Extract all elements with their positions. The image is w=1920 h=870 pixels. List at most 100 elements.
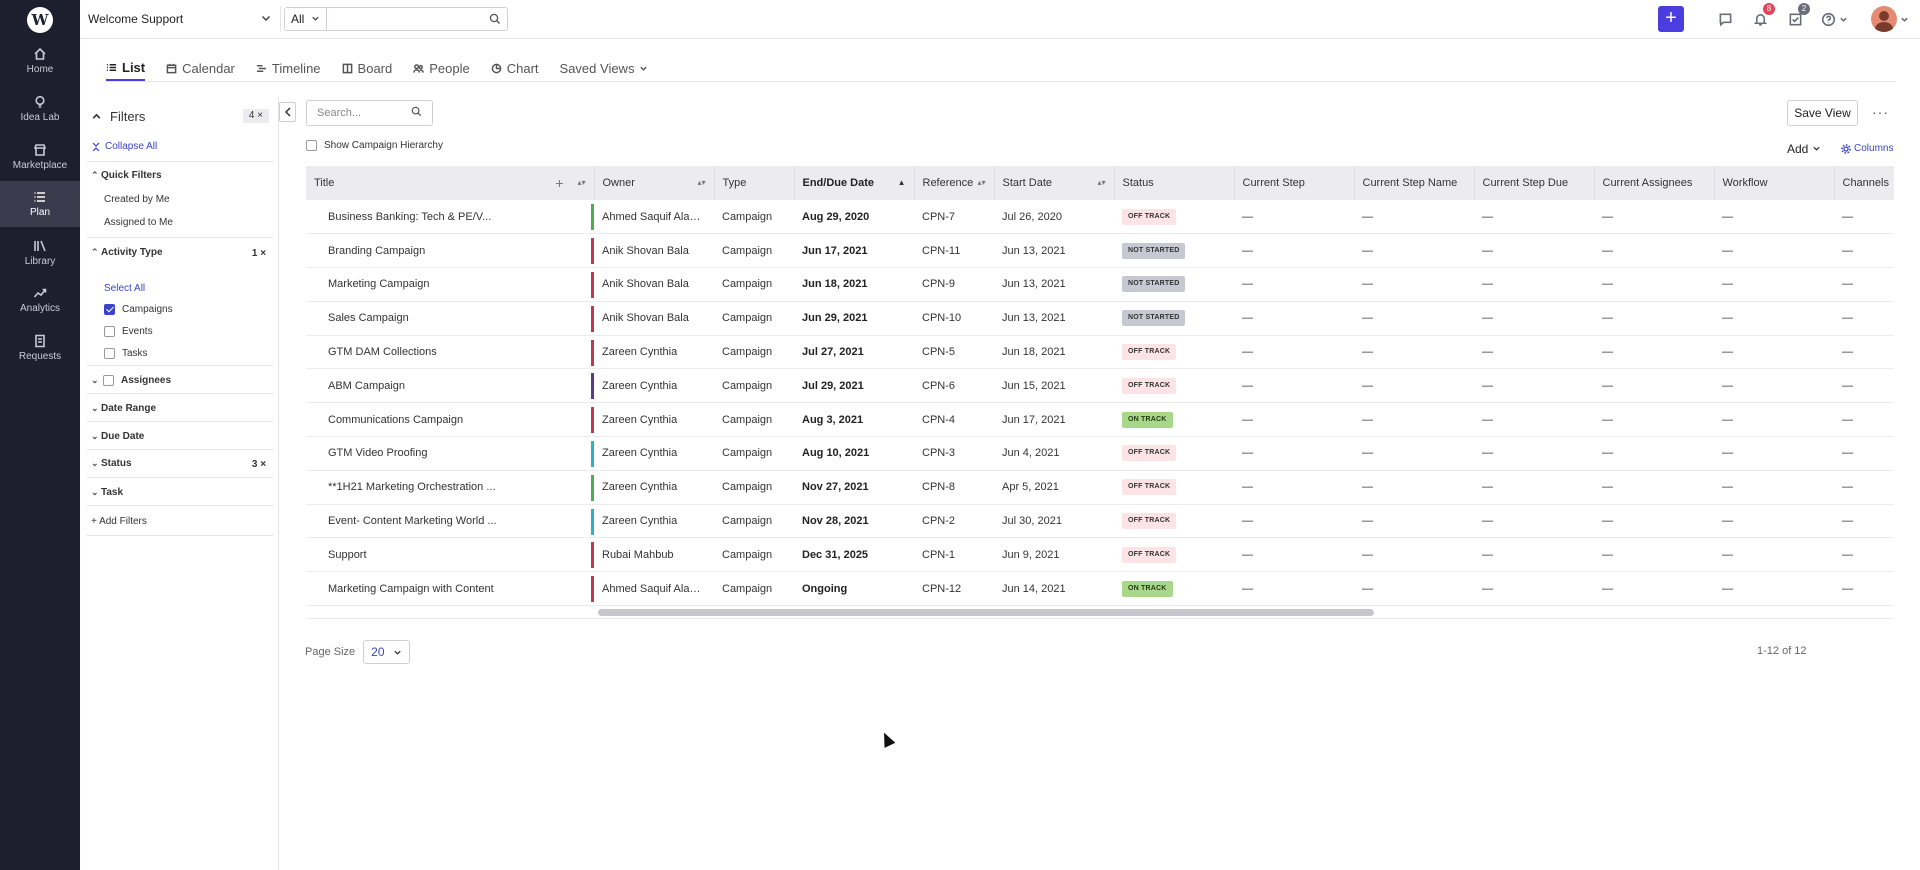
column-header-type[interactable]: Type (714, 166, 795, 200)
quick-filter-assigned-to-me[interactable]: Assigned to Me (104, 217, 173, 228)
row-title[interactable]: GTM DAM Collections (306, 335, 594, 370)
tasks-checkbox[interactable] (104, 348, 115, 359)
nav-item-library[interactable]: Library (0, 230, 80, 276)
table-row[interactable]: Event- Content Marketing World ... Zareen… (306, 504, 1894, 539)
row-title[interactable]: Sales Campaign (306, 301, 594, 336)
tab-chart[interactable]: Chart (491, 55, 539, 81)
column-header-reference[interactable]: Reference ▴▾ (914, 166, 995, 200)
tab-board[interactable]: Board (342, 55, 392, 81)
global-search-input[interactable] (327, 7, 508, 31)
status-badge[interactable]: OFF TRACK (1122, 208, 1177, 225)
row-title[interactable]: Communications Campaign (306, 402, 594, 438)
status-section[interactable]: ⌄ Status 3 × (91, 458, 269, 470)
help-menu[interactable] (1821, 10, 1853, 28)
column-header-due-date[interactable]: End/Due Date ▲ (794, 166, 915, 200)
status-count[interactable]: 3 × (251, 459, 267, 470)
notifications-bell-icon[interactable]: 8 (1751, 3, 1775, 28)
row-title[interactable]: Event- Content Marketing World ... (306, 504, 594, 539)
assignees-checkbox[interactable] (103, 375, 114, 386)
nav-item-plan[interactable]: Plan (0, 181, 80, 227)
column-header-current-assignees[interactable]: Current Assignees (1594, 166, 1715, 200)
campaigns-checkbox[interactable] (104, 304, 115, 315)
activity-type-section[interactable]: ⌃ Activity Type 1 × (91, 247, 269, 259)
nav-item-home[interactable]: Home (0, 38, 80, 84)
table-row[interactable]: Business Banking: Tech & PE/V... Ahmed Sa… (306, 200, 1894, 235)
sort-ascending-icon[interactable]: ▲ (897, 178, 906, 187)
horizontal-scrollbar[interactable] (598, 609, 1374, 616)
status-badge[interactable]: OFF TRACK (1122, 546, 1177, 563)
nav-item-idea-lab[interactable]: Idea Lab (0, 86, 80, 132)
plus-icon[interactable]: + (555, 175, 564, 191)
column-header-start-date[interactable]: Start Date ▴▾ (994, 166, 1115, 200)
column-header-status[interactable]: Status (1114, 166, 1235, 200)
tab-people[interactable]: People (413, 55, 470, 81)
column-header-title[interactable]: Title + ▴▾ (306, 166, 595, 200)
show-hierarchy-toggle[interactable]: Show Campaign Hierarchy (306, 140, 443, 151)
activity-type-count[interactable]: 1 × (251, 248, 267, 259)
quick-filter-created-by-me[interactable]: Created by Me (104, 194, 170, 205)
quick-filters-section[interactable]: ⌃ Quick Filters (91, 170, 269, 181)
grid-search-input[interactable]: Search... (306, 100, 433, 126)
save-view-button[interactable]: Save View (1787, 100, 1858, 126)
add-dropdown-button[interactable]: Add (1787, 142, 1821, 156)
activity-option-events[interactable]: Events (104, 326, 282, 337)
nav-item-analytics[interactable]: Analytics (0, 277, 80, 323)
table-row[interactable]: ABM Campaign Zareen Cynthia Campaign Jul 29… (306, 368, 1894, 404)
activity-option-tasks[interactable]: Tasks (104, 348, 282, 359)
table-row[interactable]: **1H21 Marketing Orchestration ... Zareen… (306, 470, 1894, 505)
tab-saved-views[interactable]: Saved Views (560, 55, 649, 81)
row-title[interactable]: Support (306, 537, 594, 573)
column-header-channels[interactable]: Channels (1834, 166, 1894, 200)
column-header-current-step-due[interactable]: Current Step Due (1474, 166, 1595, 200)
table-row[interactable]: Sales Campaign Anik Shovan Bala Campaign Ju… (306, 301, 1894, 336)
task-section[interactable]: ⌄ Task (91, 487, 269, 498)
status-badge[interactable]: OFF TRACK (1122, 377, 1177, 394)
date-range-section[interactable]: ⌄ Date Range (91, 403, 269, 414)
filters-header[interactable]: Filters 4 × (91, 109, 269, 124)
status-badge[interactable]: NOT STARTED (1122, 310, 1186, 327)
sort-icon[interactable]: ▴▾ (977, 178, 986, 187)
activity-option-campaigns[interactable]: Campaigns (104, 304, 282, 315)
tab-timeline[interactable]: Timeline (256, 55, 321, 81)
sort-icon[interactable]: ▴▾ (697, 178, 706, 187)
due-date-section[interactable]: ⌄ Due Date (91, 431, 269, 442)
search-scope-select[interactable]: All (284, 7, 327, 31)
table-row[interactable]: GTM DAM Collections Zareen Cynthia Campaig… (306, 335, 1894, 370)
tasks-checklist-icon[interactable]: 2 (1786, 3, 1810, 28)
add-filters-link[interactable]: + Add Filters (91, 516, 147, 527)
column-header-owner[interactable]: Owner ▴▾ (594, 166, 715, 200)
user-avatar[interactable] (1871, 6, 1897, 32)
status-badge[interactable]: OFF TRACK (1122, 479, 1177, 496)
messages-icon[interactable] (1716, 10, 1734, 28)
collapse-all-link[interactable]: Collapse All (91, 141, 269, 152)
table-row[interactable]: Communications Campaign Zareen Cynthia Cam… (306, 402, 1894, 438)
row-title[interactable]: **1H21 Marketing Orchestration ... (306, 470, 594, 505)
status-badge[interactable]: NOT STARTED (1122, 276, 1186, 293)
nav-item-marketplace[interactable]: Marketplace (0, 134, 80, 180)
page-size-select[interactable]: 20 (363, 640, 411, 664)
status-badge[interactable]: OFF TRACK (1122, 513, 1177, 530)
more-options-icon[interactable]: ··· (1872, 104, 1889, 120)
events-checkbox[interactable] (104, 326, 115, 337)
column-header-current-step-name[interactable]: Current Step Name (1354, 166, 1475, 200)
row-title[interactable]: GTM Video Proofing (306, 436, 594, 471)
tab-calendar[interactable]: Calendar (166, 55, 235, 81)
filters-count-badge[interactable]: 4 × (243, 109, 269, 123)
status-badge[interactable]: ON TRACK (1122, 580, 1173, 597)
table-row[interactable]: Marketing Campaign with Content Ahmed Saq… (306, 571, 1894, 607)
table-row[interactable]: GTM Video Proofing Zareen Cynthia Campaign… (306, 436, 1894, 471)
nav-item-requests[interactable]: Requests (0, 325, 80, 371)
sort-icon[interactable]: ▴▾ (577, 178, 586, 187)
columns-button[interactable]: Columns (1841, 143, 1893, 154)
select-all-link[interactable]: Select All (104, 283, 146, 294)
row-title[interactable]: Business Banking: Tech & PE/V... (306, 200, 594, 235)
status-badge[interactable]: OFF TRACK (1122, 344, 1177, 361)
show-hierarchy-checkbox[interactable] (306, 140, 317, 151)
row-title[interactable]: Marketing Campaign with Content (306, 571, 594, 607)
row-title[interactable]: Marketing Campaign (306, 267, 594, 302)
sort-icon[interactable]: ▴▾ (1097, 178, 1106, 187)
collapse-filters-button[interactable] (279, 102, 296, 122)
workspace-selector[interactable]: Welcome Support (88, 8, 276, 30)
row-title[interactable]: ABM Campaign (306, 368, 594, 404)
table-row[interactable]: Branding Campaign Anik Shovan Bala Campaig… (306, 233, 1894, 269)
